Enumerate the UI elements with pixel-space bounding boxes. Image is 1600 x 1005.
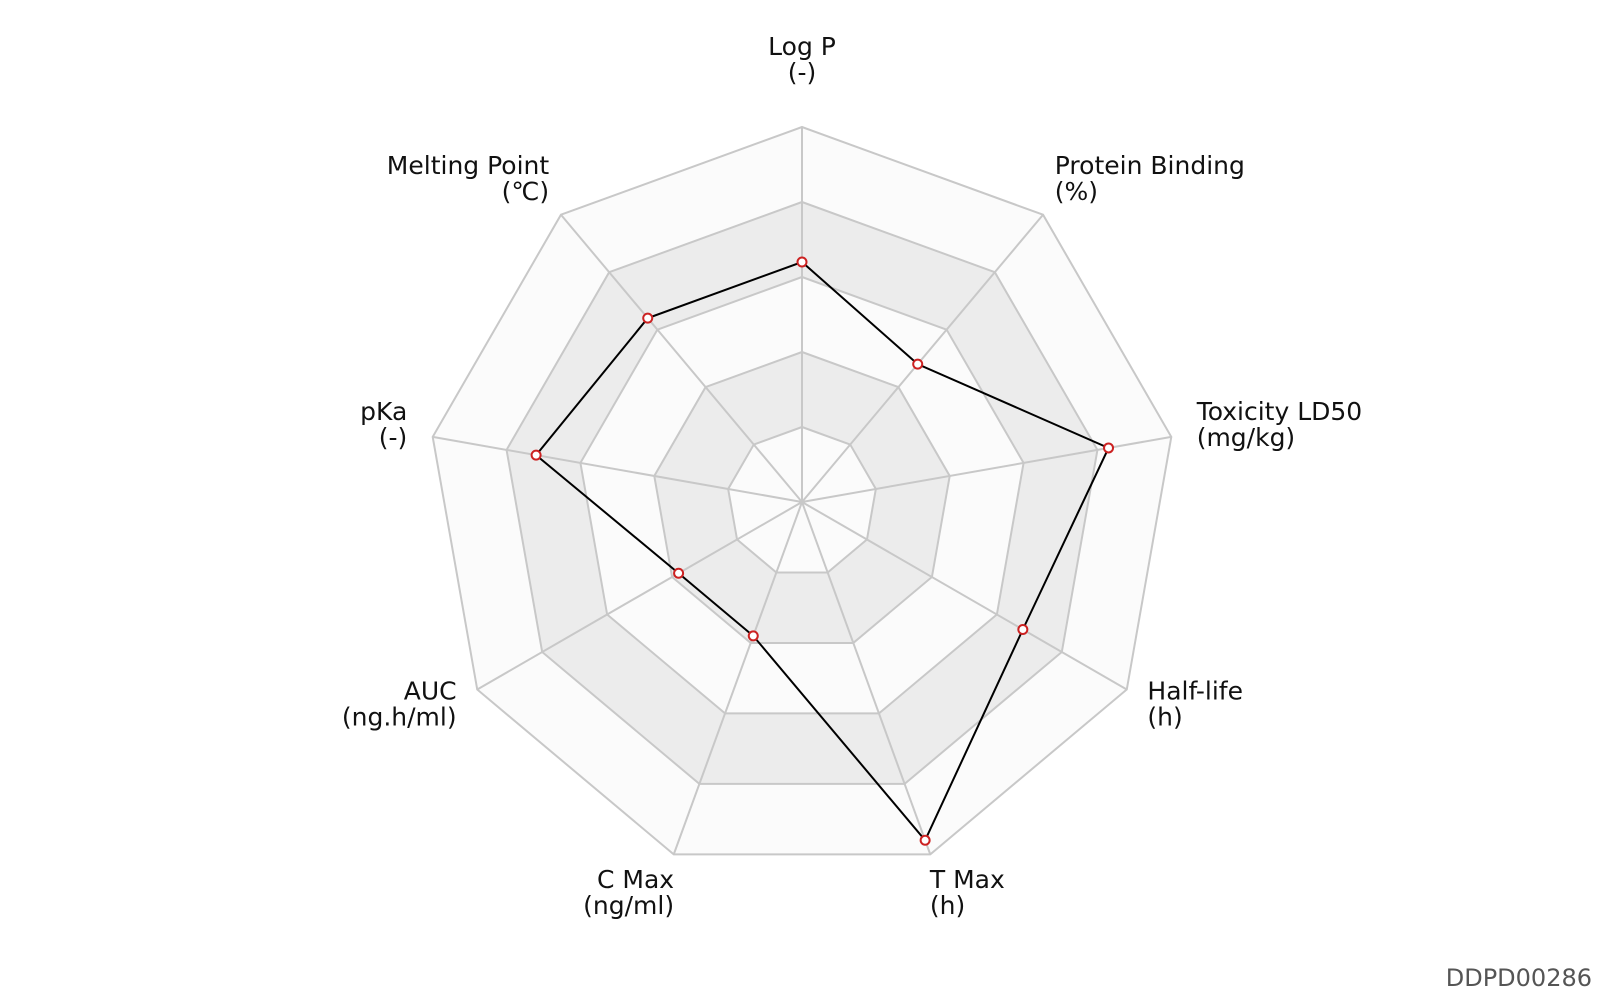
axis-label-6: C Max(ng/ml) <box>583 865 674 920</box>
watermark-id: DDPD00286 <box>1446 964 1592 992</box>
axis-label-unit: (h) <box>930 891 965 920</box>
axis-label-name: Melting Point <box>387 151 550 180</box>
axis-label-unit: (℃) <box>502 177 550 206</box>
axis-label-unit: (%) <box>1055 177 1098 206</box>
data-point-7 <box>674 569 683 578</box>
axis-label-name: pKa <box>360 397 407 426</box>
axis-label-unit: (-) <box>788 58 817 87</box>
axis-label-unit: (ng.h/ml) <box>342 703 457 732</box>
axis-label-1: Log P(-) <box>768 32 836 87</box>
axis-label-name: AUC <box>404 677 457 706</box>
data-point-4 <box>1018 625 1027 634</box>
data-point-9 <box>643 314 652 323</box>
data-point-6 <box>749 631 758 640</box>
axis-label-name: Toxicity LD50 <box>1196 397 1363 426</box>
axis-label-unit: (-) <box>379 423 408 452</box>
axis-label-name: Log P <box>768 32 836 61</box>
axis-label-7: AUC(ng.h/ml) <box>342 677 457 732</box>
axis-label-name: Half-life <box>1147 677 1243 706</box>
axis-label-name: Protein Binding <box>1055 151 1245 180</box>
axis-label-name: C Max <box>597 865 674 894</box>
data-point-3 <box>1104 443 1113 452</box>
axis-label-name: T Max <box>929 865 1005 894</box>
axis-label-2: Protein Binding(%) <box>1055 151 1245 206</box>
data-point-8 <box>532 451 541 460</box>
axis-label-5: T Max(h) <box>929 865 1005 920</box>
data-point-2 <box>913 360 922 369</box>
axis-label-4: Half-life(h) <box>1147 677 1243 732</box>
axis-label-3: Toxicity LD50(mg/kg) <box>1196 397 1363 452</box>
axis-label-9: Melting Point(℃) <box>387 151 550 206</box>
axis-label-unit: (ng/ml) <box>583 891 674 920</box>
axis-label-8: pKa(-) <box>360 397 407 452</box>
data-point-1 <box>798 258 807 267</box>
data-point-5 <box>921 836 930 845</box>
axis-label-unit: (h) <box>1147 703 1182 732</box>
axis-label-unit: (mg/kg) <box>1197 423 1296 452</box>
